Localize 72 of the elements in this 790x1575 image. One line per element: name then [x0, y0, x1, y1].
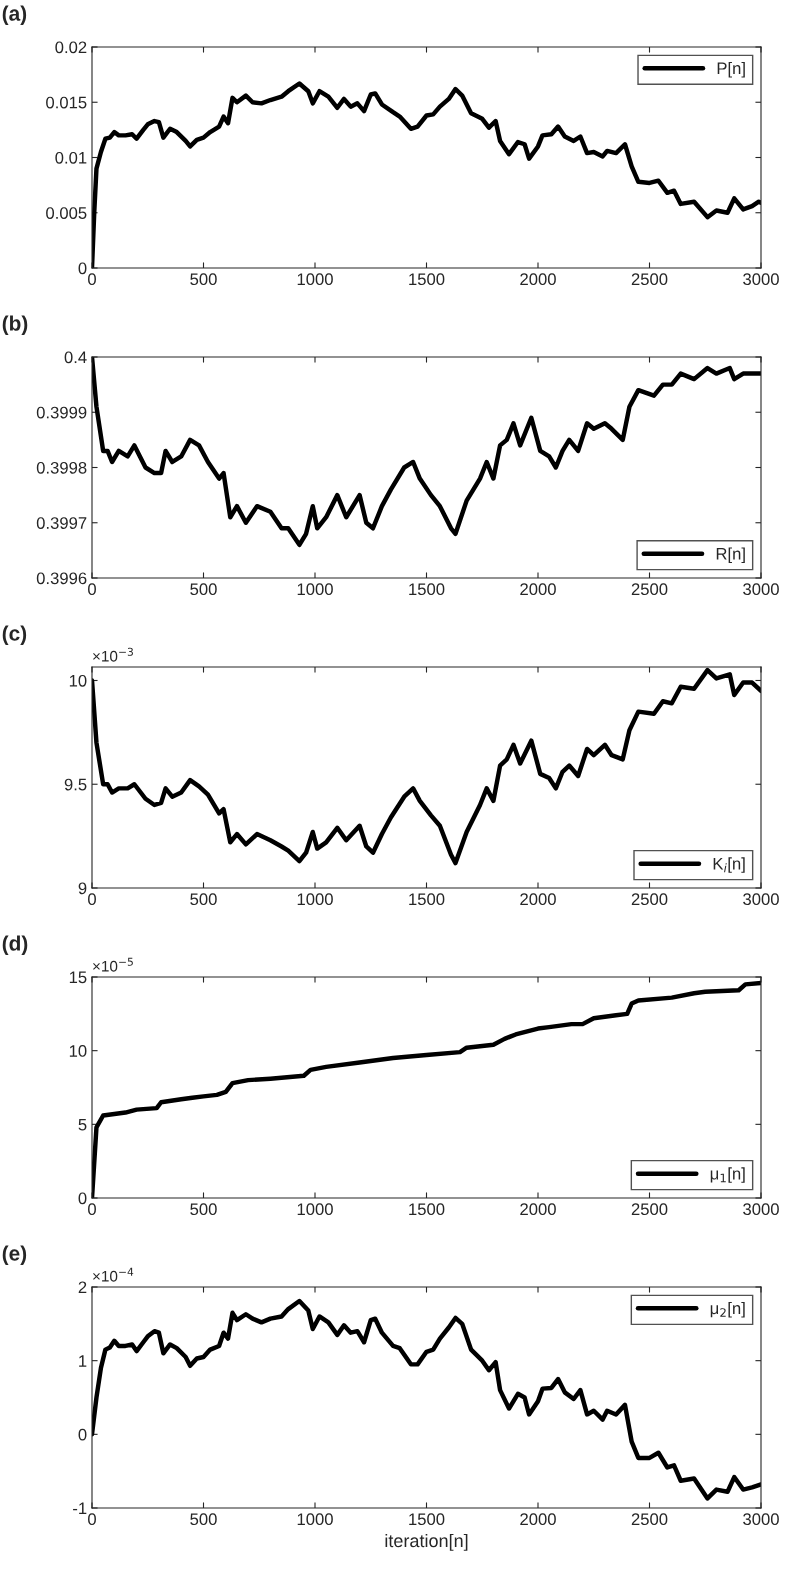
x-tick-label: 0: [88, 893, 96, 906]
x-tick-label: 500: [190, 893, 217, 906]
y-tick-label: 0.3998: [36, 461, 87, 474]
text: ×10$^{−3}$: [93, 647, 133, 662]
x-tick-label: 3000: [743, 893, 779, 906]
chart-title: (a): [2, 5, 27, 25]
text: ×10$^{−4}$: [93, 1267, 134, 1282]
y-tick-label: 0.01: [55, 151, 87, 164]
x-tick-label: 0: [88, 583, 96, 596]
y-tick-label: 0.4: [64, 351, 87, 364]
x-tick-label: 2500: [631, 893, 668, 906]
x-tick-label: 2000: [520, 1513, 556, 1526]
y-tick-label: 9.5: [64, 778, 87, 791]
y-tick-label: 15: [69, 971, 87, 984]
x-tick-label: 500: [190, 1203, 217, 1216]
y-tick-label: 0: [78, 262, 87, 275]
x-tick-label: 500: [190, 583, 217, 596]
x-tick-label: 2000: [520, 273, 556, 286]
x-tick-label: 500: [190, 1513, 217, 1526]
x-tick-label: 1500: [409, 583, 445, 596]
x-tick-label: 2500: [631, 1203, 668, 1216]
y-tick-label: 0: [78, 1428, 87, 1441]
x-tick-label: 1500: [409, 1203, 445, 1216]
x-tick-label: 2500: [631, 583, 668, 596]
x-tick-label: 1500: [409, 893, 445, 906]
text: ×10$^{−5}$: [93, 957, 133, 972]
x-tick-label: 1000: [297, 1203, 333, 1216]
x-tick-label: 1000: [297, 583, 333, 596]
y-tick-label: 2: [78, 1281, 87, 1294]
chart-title: (d): [2, 935, 28, 955]
line-series: [92, 1298, 761, 1501]
x-tick-label: 2000: [520, 893, 556, 906]
y-tick-label: 0.005: [46, 207, 87, 219]
x-tick-label: 3000: [743, 1203, 779, 1216]
chart-title: (e): [2, 1245, 27, 1265]
legend-label: K$_{i}$[n]: [713, 857, 745, 873]
x-tick-label: 2500: [631, 1513, 668, 1526]
x-tick-label: 1000: [297, 273, 333, 286]
y-tick-label: 0.015: [46, 96, 87, 109]
x-tick-label: 1500: [409, 1513, 445, 1526]
y-tick-label: 5: [78, 1118, 87, 1131]
legend-label: P[n]: [717, 62, 745, 78]
x-tick-label: 1000: [297, 893, 333, 906]
legend-label: R[n]: [716, 547, 745, 563]
x-tick-label: 2000: [520, 1203, 556, 1216]
x-axis-title: iteration[n]: [385, 1533, 468, 1551]
x-tick-label: 2500: [631, 273, 668, 286]
chart-title: (b): [2, 315, 28, 335]
chart-title: (c): [2, 625, 27, 645]
x-tick-label: 1500: [409, 273, 445, 286]
legend-label: μ$_{2}$[n]: [710, 1302, 745, 1318]
y-tick-label: 1: [79, 1355, 87, 1367]
y-tick-label: 9: [78, 882, 87, 895]
y-tick-label: -1: [73, 1502, 87, 1515]
y-tick-label: 0.3999: [36, 406, 87, 419]
x-tick-label: 0: [88, 1203, 96, 1216]
x-tick-label: 1000: [297, 1513, 333, 1526]
x-tick-label: 500: [190, 273, 217, 286]
x-tick-label: 3000: [743, 583, 779, 596]
legend-label: μ$_{1}$[n]: [710, 1167, 745, 1183]
x-tick-label: 0: [88, 273, 96, 286]
x-tick-label: 3000: [743, 1513, 779, 1526]
y-tick-label: 0.3997: [36, 517, 87, 529]
y-tick-label: 0: [78, 1192, 87, 1205]
y-tick-label: 10: [69, 674, 87, 687]
x-tick-label: 0: [88, 1513, 96, 1526]
y-tick-label: 0.02: [55, 41, 87, 54]
y-tick-label: 0.3996: [36, 572, 87, 585]
y-tick-label: 10: [69, 1045, 87, 1057]
x-tick-label: 2000: [520, 583, 556, 596]
x-tick-label: 3000: [743, 273, 779, 286]
line-series: [92, 980, 761, 1198]
